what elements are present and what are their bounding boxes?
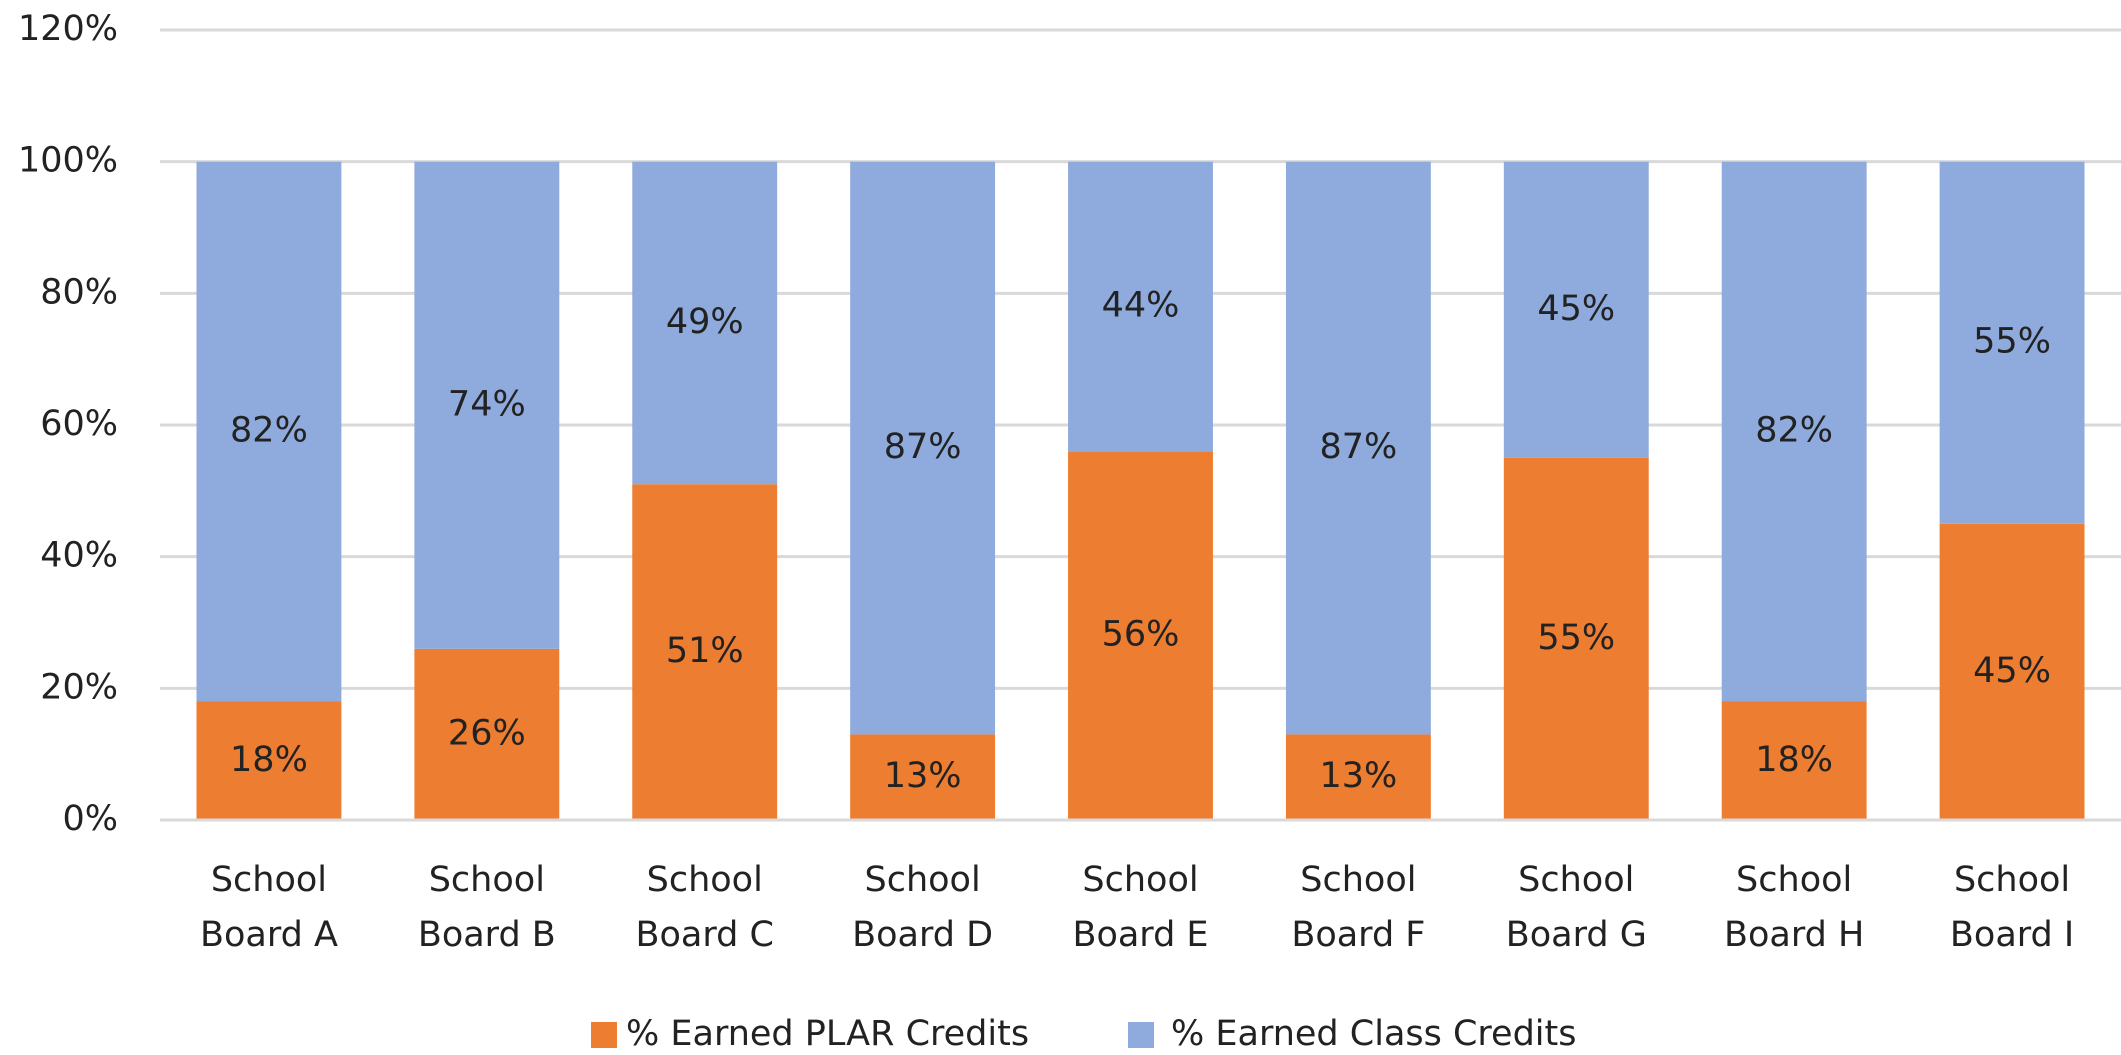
bar-segment — [1068, 451, 1213, 820]
bar-segment — [414, 648, 560, 820]
x-tick-label: School Board A — [199, 860, 338, 955]
bar-segment — [196, 701, 342, 820]
bar-segment — [1939, 161, 2085, 524]
data-label: 18% — [1755, 740, 1833, 780]
bar-segment — [1503, 161, 1649, 458]
data-label: 82% — [230, 411, 308, 451]
data-label: 45% — [1973, 651, 2051, 691]
y-tick-label: 20% — [40, 667, 118, 707]
legend-label: % Earned PLAR Credits — [626, 1014, 1029, 1054]
bar-segment — [196, 161, 342, 702]
data-label: 87% — [884, 427, 962, 467]
x-tick-label: School Board H — [1724, 860, 1865, 955]
bar-segment — [632, 161, 778, 485]
x-tick-label: School Board I — [1949, 860, 2075, 955]
data-label: 45% — [1537, 289, 1615, 329]
bar-segment — [1721, 701, 1867, 820]
data-label: 82% — [1755, 411, 1833, 451]
y-tick-label: 100% — [18, 141, 118, 181]
data-label: 13% — [1319, 756, 1397, 796]
legend-swatch — [1128, 1022, 1154, 1048]
x-tick-label: School Board B — [417, 860, 556, 955]
x-tick-label: School Board F — [1291, 860, 1426, 955]
data-label: 51% — [666, 631, 744, 671]
y-tick-label: 80% — [40, 272, 118, 312]
data-label: 56% — [1102, 615, 1180, 655]
bar-segment — [1285, 161, 1431, 735]
data-label: 18% — [230, 740, 308, 780]
x-tick-label: School Board E — [1072, 860, 1209, 955]
y-tick-label: 40% — [40, 536, 118, 576]
data-label: 26% — [448, 713, 526, 753]
data-label: 87% — [1319, 427, 1397, 467]
bar-segment — [1503, 457, 1649, 820]
data-label: 49% — [666, 302, 744, 342]
x-tick-label: School Board G — [1505, 860, 1647, 955]
y-tick-label: 0% — [62, 799, 118, 839]
x-tick-label: School Board D — [852, 860, 994, 955]
bar-segment — [632, 484, 778, 820]
bar-segment — [1285, 734, 1431, 820]
bar-segment — [1939, 523, 2085, 820]
y-tick-label: 60% — [40, 404, 118, 444]
data-label: 74% — [448, 384, 526, 424]
legend-label: % Earned Class Credits — [1171, 1014, 1576, 1054]
data-label: 13% — [884, 756, 962, 796]
bar-segment — [850, 734, 996, 820]
x-tick-label: School Board C — [635, 860, 774, 955]
bar-segment — [850, 161, 996, 735]
data-label: 55% — [1973, 322, 2051, 362]
bar-segment — [414, 161, 560, 649]
data-label: 44% — [1102, 286, 1180, 326]
legend-swatch — [591, 1022, 617, 1048]
y-tick-label: 120% — [18, 9, 118, 49]
bar-segment — [1068, 161, 1213, 452]
data-label: 55% — [1537, 618, 1615, 658]
bar-segment — [1721, 161, 1867, 702]
